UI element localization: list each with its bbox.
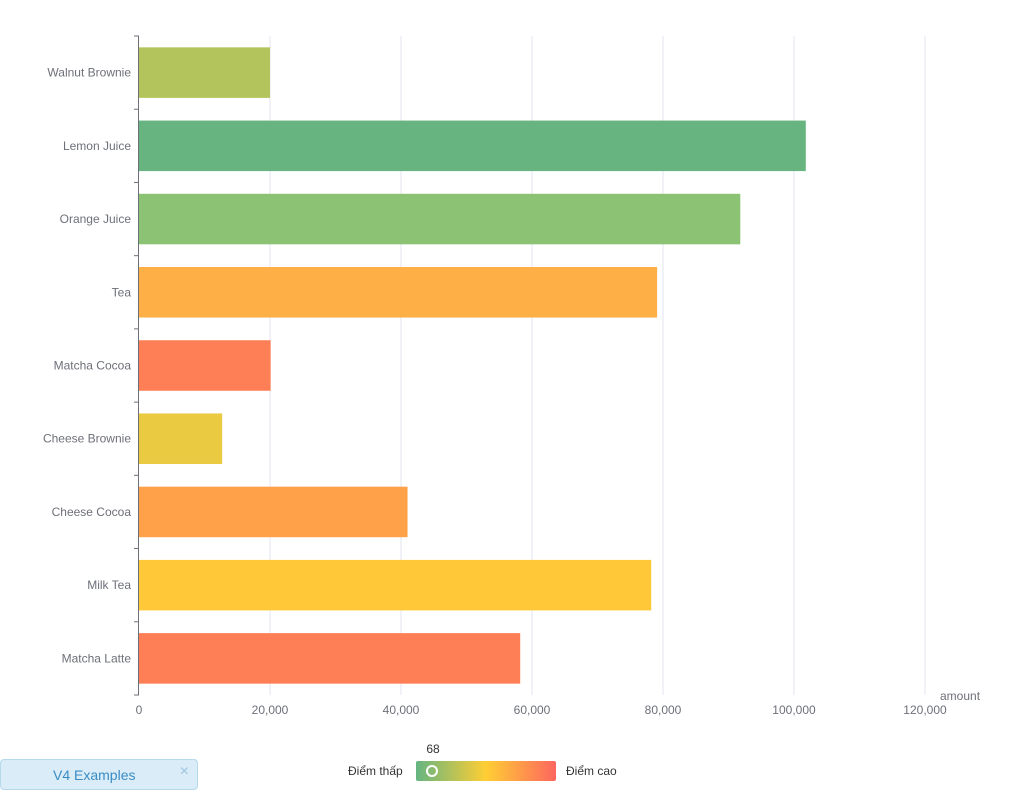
y-tick-label: Cheese Brownie xyxy=(43,432,131,446)
x-tick-label: 20,000 xyxy=(252,703,289,717)
visual-map-high-label: Điểm cao xyxy=(566,764,617,778)
visual-map-value: 68 xyxy=(426,742,440,756)
y-tick-label: Milk Tea xyxy=(87,578,131,592)
y-tick-label: Cheese Cocoa xyxy=(52,505,132,519)
v4-examples-badge[interactable]: V4 Examples × xyxy=(0,759,198,790)
y-tick-label: Tea xyxy=(112,285,132,299)
bar[interactable] xyxy=(139,559,652,611)
x-tick-label: 100,000 xyxy=(772,703,816,717)
x-axis-name: amount xyxy=(940,689,981,703)
visual-map-gradient-bar[interactable] xyxy=(416,761,556,781)
bar[interactable] xyxy=(139,120,806,172)
visual-map-handle[interactable] xyxy=(426,765,438,777)
bar[interactable] xyxy=(139,267,658,318)
y-tick-label: Lemon Juice xyxy=(63,139,131,153)
bar[interactable] xyxy=(139,413,223,464)
y-tick-label: Matcha Cocoa xyxy=(54,359,132,373)
bar[interactable] xyxy=(139,340,271,391)
y-tick-label: Matcha Latte xyxy=(62,651,132,665)
v4-examples-label[interactable]: V4 Examples xyxy=(53,767,136,783)
y-tick-label: Orange Juice xyxy=(60,212,132,226)
bar-chart: Walnut Brownie Lemon Juice Orange Juice Tea… xyxy=(43,35,981,717)
x-tick-label: 40,000 xyxy=(383,703,420,717)
bar[interactable] xyxy=(139,486,408,538)
close-icon[interactable]: × xyxy=(179,763,189,780)
y-tick-label: Walnut Brownie xyxy=(47,66,131,80)
visual-map-low-label: Điểm thấp xyxy=(348,764,403,778)
x-tick-label: 60,000 xyxy=(514,703,551,717)
x-tick-label: 80,000 xyxy=(645,703,682,717)
x-tick-label: 0 xyxy=(136,703,143,717)
x-tick-label: 120,000 xyxy=(903,703,947,717)
bar[interactable] xyxy=(139,193,741,245)
bar[interactable] xyxy=(139,633,521,684)
bar[interactable] xyxy=(139,47,270,98)
